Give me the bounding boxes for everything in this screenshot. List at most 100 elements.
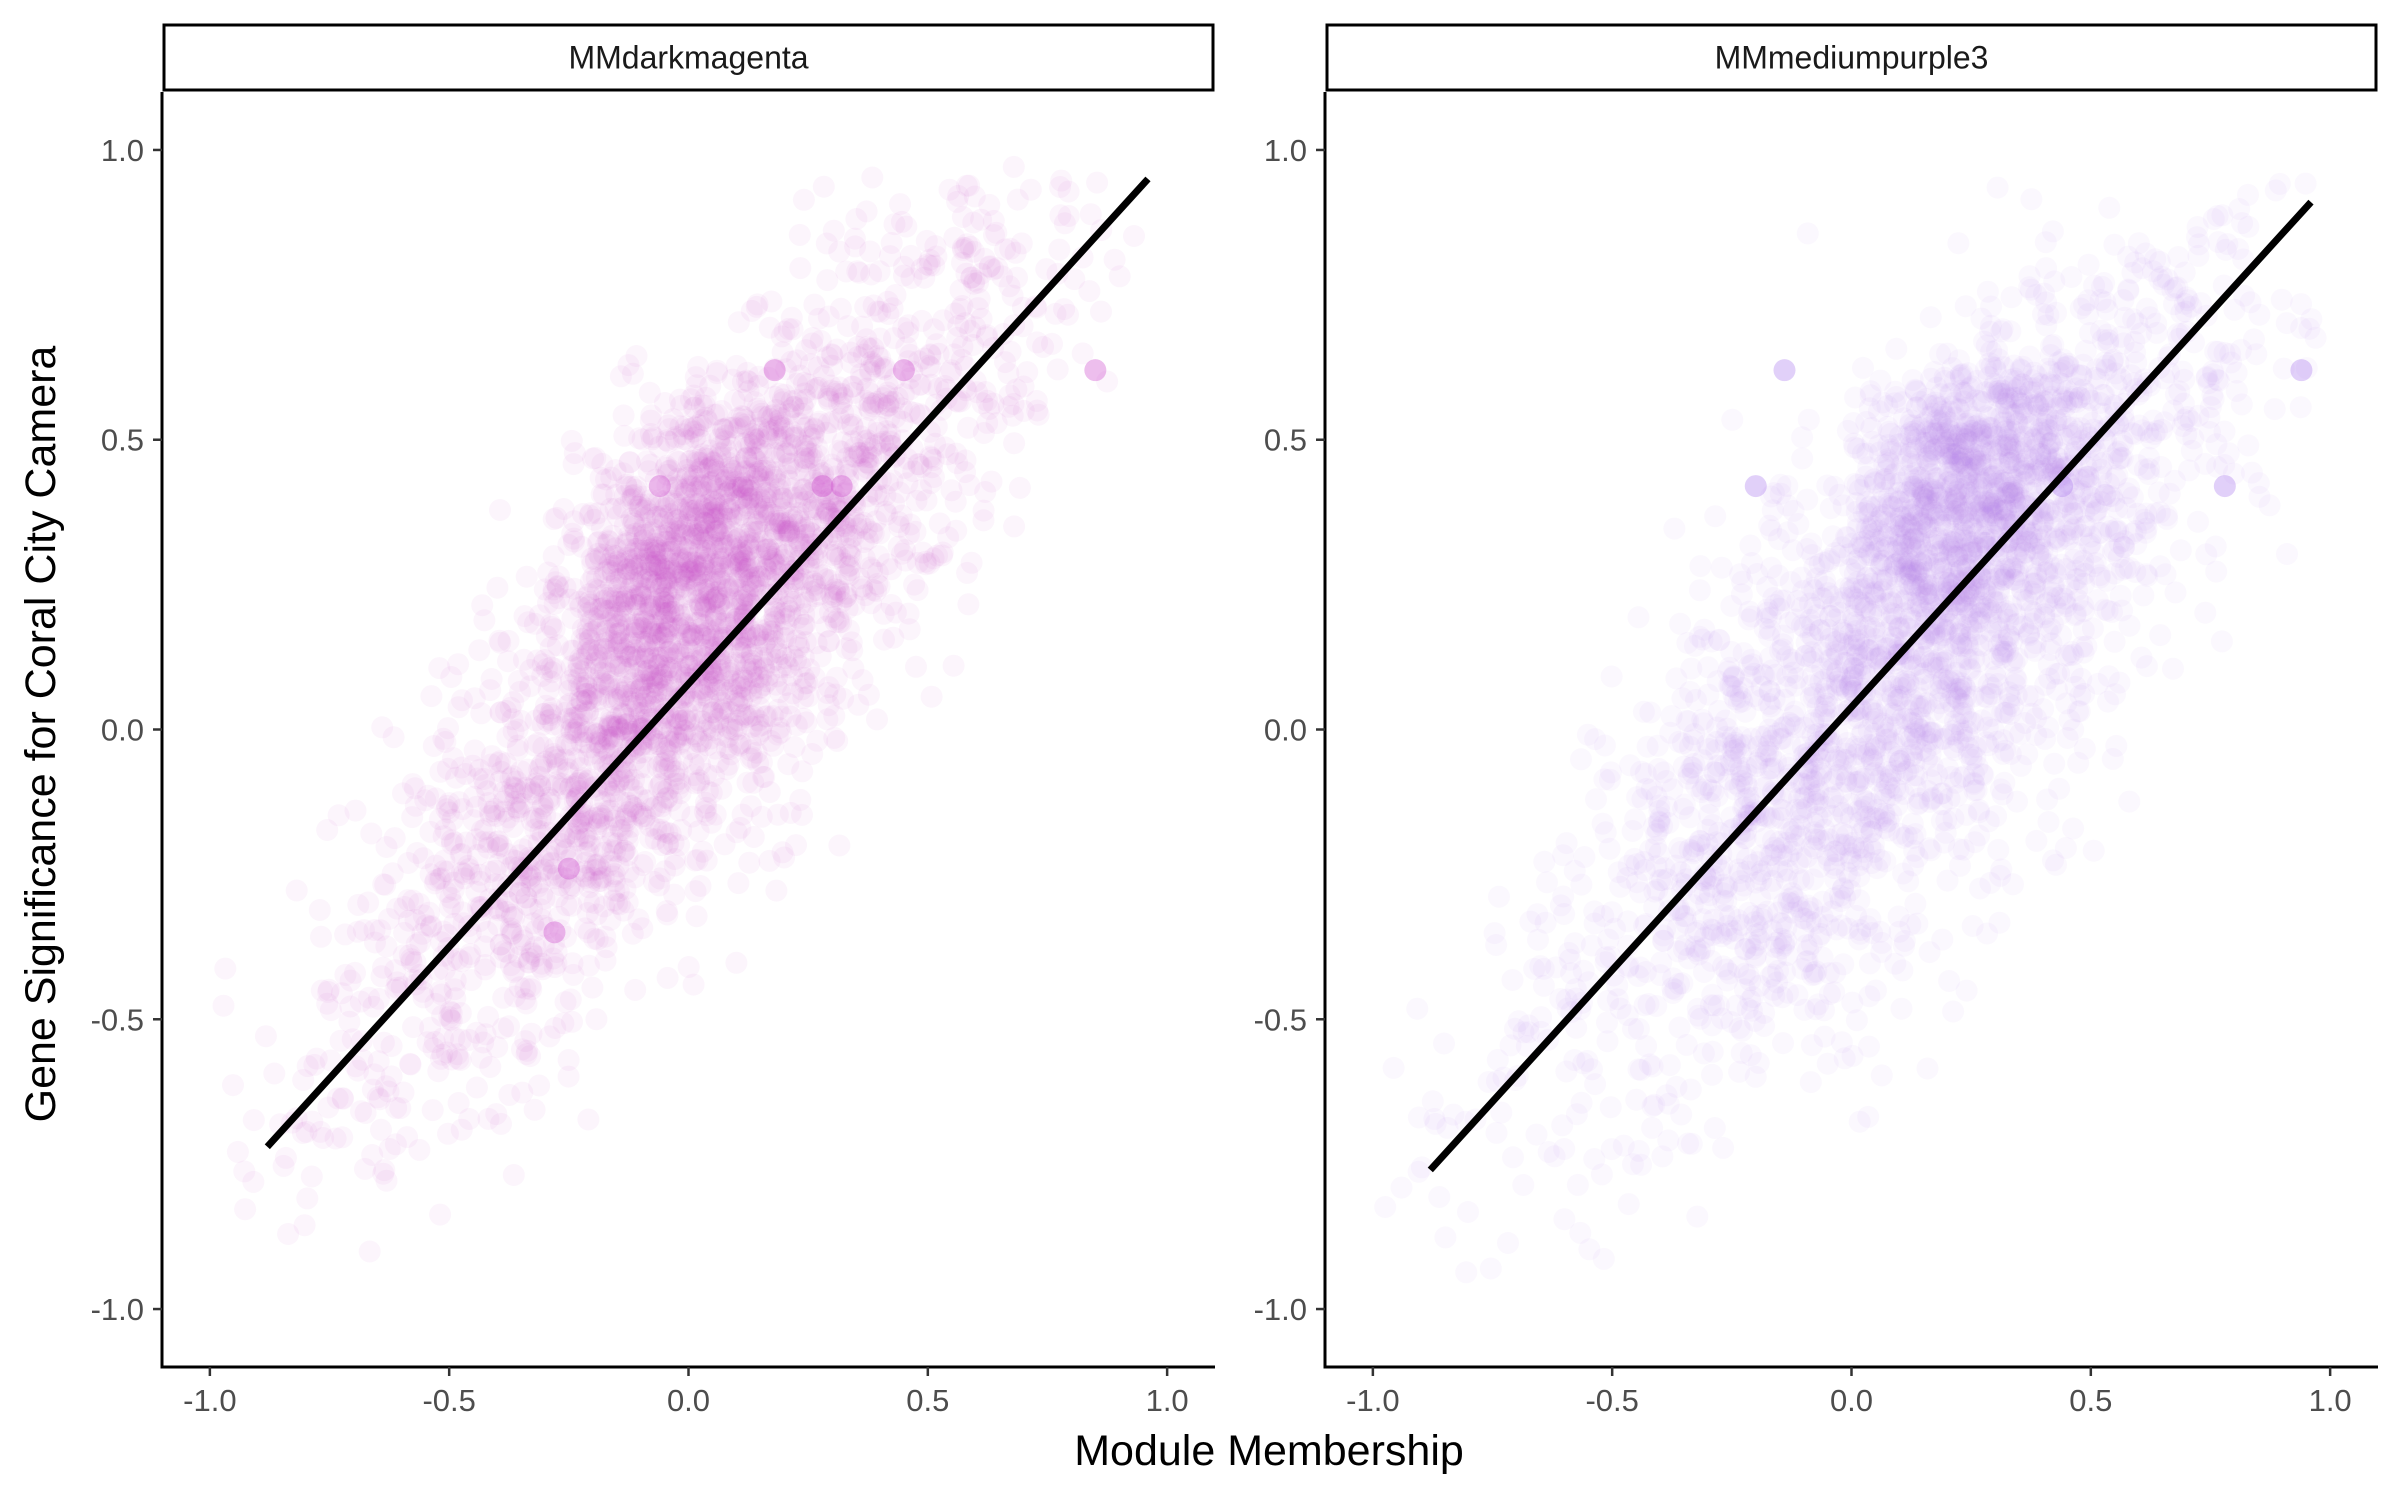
scatter-point [897, 321, 920, 344]
scatter-point [806, 729, 829, 752]
scatter-point [645, 543, 668, 566]
scatter-point [657, 778, 680, 801]
scatter-point [687, 564, 710, 587]
scatter-point [787, 529, 810, 552]
scatter-point [599, 908, 622, 931]
scatter-point [714, 469, 737, 492]
scatter-point [524, 709, 547, 732]
scatter-point [574, 721, 596, 743]
scatter-point [1035, 258, 1058, 281]
scatter-point [529, 775, 552, 798]
scatter-point [400, 950, 423, 973]
scatter-point [1600, 1138, 1623, 1161]
scatter-point [666, 706, 688, 729]
scatter-point [820, 488, 843, 511]
scatter-point [480, 753, 503, 776]
scatter-point [768, 717, 791, 740]
scatter-point [933, 436, 956, 459]
scatter-point [533, 578, 556, 601]
scatter-point [764, 610, 786, 633]
scatter-point [642, 646, 665, 669]
scatter-point [736, 580, 759, 603]
scatter-point [621, 362, 644, 385]
scatter-point [562, 527, 585, 550]
scatter-point [959, 235, 982, 258]
scatter-point [2276, 543, 2298, 565]
scatter-point [822, 457, 845, 480]
scatter-point [798, 426, 821, 449]
scatter-point [559, 588, 581, 611]
scatter-point [601, 785, 624, 807]
scatter-point [904, 520, 927, 543]
scatter-point [693, 394, 716, 417]
scatter-point [560, 722, 583, 744]
scatter-point [786, 527, 809, 550]
scatter-point [443, 912, 466, 935]
scatter-point [837, 619, 860, 641]
scatter-point [734, 461, 757, 483]
scatter-point [560, 655, 583, 678]
scatter-point [670, 818, 693, 841]
scatter-point [615, 804, 638, 827]
scatter-point [663, 772, 686, 795]
scatter-point [652, 609, 674, 632]
scatter-point [730, 535, 753, 558]
scatter-point [688, 618, 711, 641]
scatter-point [769, 721, 792, 744]
scatter-point [789, 257, 812, 280]
scatter-point [877, 394, 900, 417]
scatter-point [465, 1021, 488, 1044]
scatter-point [747, 423, 770, 446]
scatter-point [642, 614, 665, 637]
scatter-point [428, 868, 451, 890]
scatter-point [616, 645, 639, 668]
scatter-point [678, 551, 700, 574]
scatter-point [883, 492, 906, 515]
scatter-point [931, 544, 953, 567]
scatter-point [599, 497, 622, 520]
scatter-point [604, 652, 627, 675]
scatter-point [598, 674, 621, 697]
scatter-point [575, 676, 598, 699]
scatter-point [711, 699, 734, 722]
scatter-point [349, 990, 372, 1013]
scatter-point [361, 1144, 384, 1166]
scatter-point [633, 635, 656, 658]
scatter-point [876, 553, 899, 576]
scatter-point [529, 955, 552, 978]
scatter-point [397, 909, 420, 932]
scatter-point [1123, 225, 1145, 247]
scatter-point [733, 560, 756, 582]
scatter-point [733, 505, 756, 528]
scatter-point [800, 442, 823, 465]
scatter-point [532, 736, 555, 759]
scatter-point [222, 1074, 244, 1097]
scatter-point [919, 445, 942, 468]
scatter-point [496, 891, 519, 914]
scatter-point [619, 646, 642, 668]
scatter-point [704, 737, 727, 760]
scatter-point [515, 886, 538, 909]
scatter-point [591, 807, 614, 830]
scatter-point [777, 753, 800, 776]
scatter-point [918, 552, 941, 575]
scatter-point [632, 741, 655, 764]
scatter-point [739, 739, 762, 762]
scatter-point [799, 510, 822, 533]
scatter-point [643, 664, 666, 687]
scatter-point [429, 760, 452, 783]
scatter-point [731, 486, 753, 509]
scatter-point [599, 799, 622, 822]
scatter-point [684, 880, 707, 903]
scatter-point [632, 807, 655, 830]
scatter-point [728, 465, 751, 488]
scatter-point [781, 486, 804, 509]
scatter-point [755, 557, 778, 580]
scatter-point [563, 706, 586, 729]
scatter-point [659, 631, 682, 654]
scatter-point [546, 885, 569, 908]
scatter-point [292, 1069, 315, 1091]
y-tick-label: 0.5 [101, 423, 144, 458]
scatter-point [837, 477, 860, 500]
scatter-point [392, 944, 415, 967]
